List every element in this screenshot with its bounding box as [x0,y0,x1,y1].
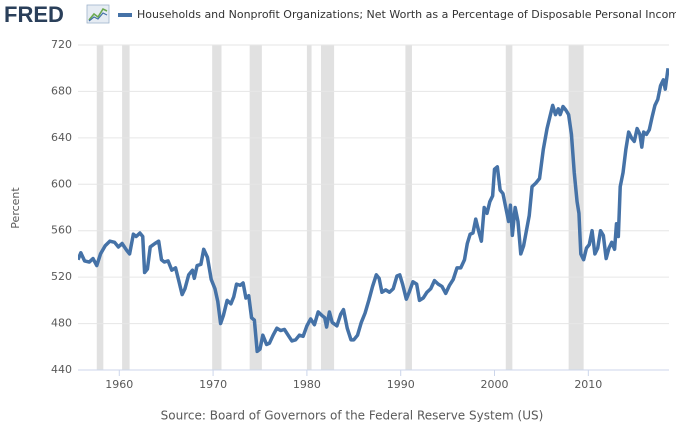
legend-label: Households and Nonprofit Organizations; … [137,8,676,21]
y-tick-label: 560 [51,224,72,237]
x-tick-label: 1980 [293,378,321,391]
recession-band [96,45,104,370]
recession-band [306,45,312,370]
x-tick-label: 1990 [387,378,415,391]
y-tick-label: 720 [51,38,72,51]
y-axis-label: Percent [9,187,22,229]
x-tick-label: 1970 [199,378,227,391]
y-tick-label: 640 [51,131,72,144]
y-tick-label: 520 [51,270,72,283]
recession-band [320,45,335,370]
recession-band [405,45,412,370]
y-tick-label: 480 [51,317,72,330]
y-tick-label: 680 [51,84,72,97]
x-tick-label: 2000 [481,378,509,391]
logo: FRED [4,2,64,27]
y-tick-label: 440 [51,363,72,376]
recession-band [122,45,130,370]
y-tick-label: 600 [51,177,72,190]
source: Source: Board of Governors of the Federa… [161,409,544,423]
recession-band [212,45,222,370]
x-tick-label: 2010 [574,378,602,391]
x-tick-label: 1960 [105,378,133,391]
recession-band [249,45,262,370]
logo-icon [86,4,110,24]
recession-band [568,45,584,370]
data-line [78,67,669,354]
